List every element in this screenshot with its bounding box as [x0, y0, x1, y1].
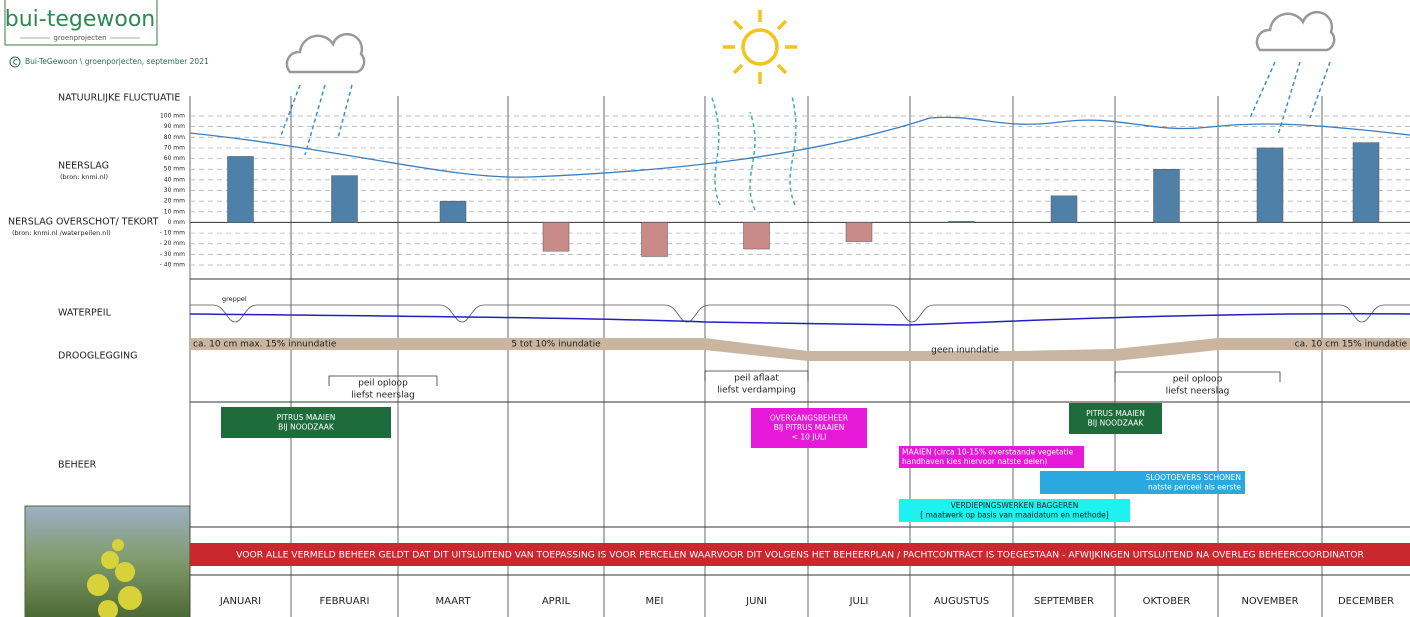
drainage-label: 5 tot 10% inundatie: [511, 340, 601, 350]
y-tick-label: 90 mm: [164, 123, 185, 130]
management-box: [1069, 403, 1162, 434]
y-tick-label: 0 mm: [168, 219, 186, 226]
management-label: BIJ PITRUS MAAIEN: [774, 423, 845, 432]
management-box: [751, 408, 867, 448]
month-label: APRIL: [542, 596, 571, 607]
copyright: Bui-TeGewoon \ groenporjecten, september…: [25, 57, 209, 66]
rain-arrows: [279, 61, 1331, 156]
management-label: OVERGANGSBEHEER: [770, 414, 848, 423]
y-tick-label: 70 mm: [164, 144, 185, 151]
y-tick-label: 20 mm: [164, 198, 185, 205]
management-label: PITRUS MAAIEN: [1086, 409, 1145, 418]
fluctuation-curve: [189, 116, 1410, 178]
level-label: peil aflaat: [734, 374, 779, 384]
management-label: natste perceel als eerste: [1148, 482, 1241, 491]
logo-sub: groenprojecten: [53, 34, 106, 42]
month-label: DECEMBER: [1338, 596, 1394, 607]
evaporation-arrows: [711, 95, 797, 211]
management-label: BIJ NOODZAAK: [1088, 418, 1145, 427]
management-label: handhaven kies hiervoor natste delen): [902, 457, 1047, 466]
bar: [845, 222, 873, 242]
row-label: NEERSLAG: [58, 161, 109, 172]
row-label: BEHEER: [58, 460, 97, 471]
management-label: MAAIEN (circa 10-15% overstaande vegetat…: [902, 447, 1074, 456]
y-tick-label: 100 mm: [160, 113, 185, 120]
bar: [1153, 168, 1180, 223]
y-tick-label: 40 mm: [164, 176, 185, 183]
drainage-label: ca. 10 cm max. 15% innundatie: [193, 340, 337, 350]
drainage-label: ca. 10 cm 15% inundatie: [1295, 340, 1408, 350]
notice: VOOR ALLE VERMELD BEHEER GELDT DAT DIT U…: [236, 550, 1364, 561]
management-box: [899, 499, 1130, 522]
y-tick-label: - 40 mm: [160, 262, 185, 269]
row-label: NERSLAG OVERSCHOT/ TEKORT: [8, 217, 159, 228]
management-label: < 10 JULI: [792, 433, 827, 442]
row-label: WATERPEIL: [58, 308, 112, 319]
row-source: (bron: knmi.nl /waterpeilen.nl): [12, 229, 111, 237]
y-tick-label: 10 mm: [164, 208, 185, 215]
month-label: MEI: [646, 596, 664, 607]
water-level: [189, 312, 1410, 326]
y-tick-label: 50 mm: [164, 166, 185, 173]
row-label: NATUURLIJKE FLUCTUATIE: [58, 93, 180, 104]
management-label: [ maatwerk op basis van maaidatum en met…: [920, 510, 1109, 519]
bar: [227, 156, 254, 223]
month-label: OKTOBER: [1143, 596, 1191, 607]
drainage-label: geen inundatie: [931, 346, 999, 356]
notice-banner: [190, 543, 1410, 566]
bar: [948, 221, 975, 223]
bar: [542, 222, 570, 252]
month-label: JUNI: [745, 596, 767, 607]
y-tick-label: - 10 mm: [160, 230, 185, 237]
bar: [1050, 195, 1078, 223]
level-bracket: [704, 370, 809, 381]
ditch-profile: [190, 304, 1410, 323]
level-label: liefst neerslag: [351, 391, 415, 401]
cloud: [285, 10, 1336, 74]
bar: [1256, 147, 1284, 223]
row-source: (bron: knmi.nl): [60, 173, 108, 181]
y-tick-label: - 20 mm: [160, 240, 185, 247]
level-label: peil oploop: [358, 379, 408, 389]
management-label: SLOOTOEVERS SCHONEN: [1146, 473, 1241, 482]
copyright-icon: [9, 56, 21, 68]
level-label: peil oploop: [1173, 375, 1223, 385]
management-box: [1040, 471, 1245, 494]
bar: [331, 175, 358, 223]
row-label: DROOGLEGGING: [58, 351, 138, 362]
logo: bui-tegewoon: [5, 7, 155, 32]
month-label: JANUARI: [219, 596, 261, 607]
photo-flowers: [87, 539, 142, 617]
month-label: SEPTEMBER: [1034, 596, 1094, 607]
copyright-icon: [13, 59, 18, 65]
y-tick-label: 30 mm: [164, 187, 185, 194]
management-label: BIJ NOODZAAK: [278, 422, 335, 431]
level-label: liefst neerslag: [1166, 387, 1230, 397]
month-label: MAART: [436, 596, 472, 607]
bar: [1352, 142, 1380, 223]
bar: [439, 200, 467, 223]
management-box: [221, 407, 391, 438]
bar: [743, 222, 770, 250]
y-tick-label: 60 mm: [164, 155, 185, 162]
month-label: JULI: [849, 596, 869, 607]
logo-frame: [4, 0, 158, 46]
level-bracket: [1114, 371, 1281, 382]
month-label: AUGUSTUS: [934, 596, 989, 607]
y-tick-label: 80 mm: [164, 134, 185, 141]
management-label: PITRUS MAAIEN: [277, 413, 336, 422]
level-label: liefst verdamping: [717, 386, 796, 396]
drainage-band: [190, 338, 1410, 361]
bar: [641, 222, 668, 257]
management-box: [899, 446, 1084, 468]
sun: [723, 10, 797, 84]
y-tick-label: - 30 mm: [160, 251, 185, 258]
management-label: VERDIEPINGSWERKEN BAGGEREN: [951, 501, 1079, 510]
level-bracket: [328, 375, 438, 386]
ditch-label: greppel: [222, 295, 247, 303]
month-label: FEBRUARI: [320, 596, 370, 607]
month-label: NOVEMBER: [1241, 596, 1298, 607]
